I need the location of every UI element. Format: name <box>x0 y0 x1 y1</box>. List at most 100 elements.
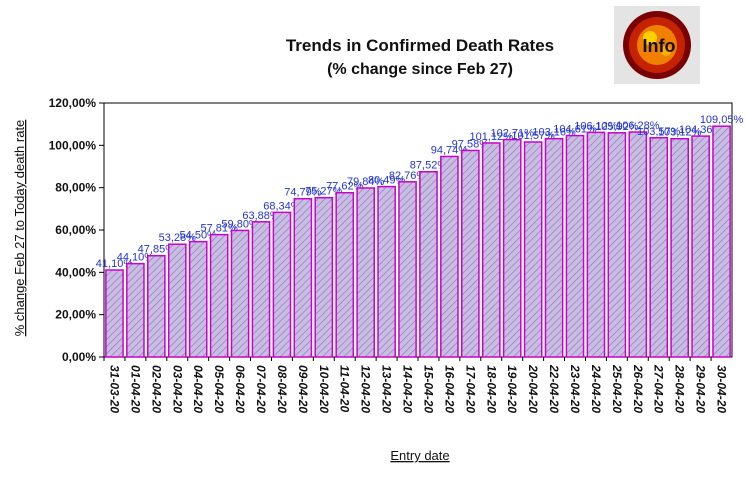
data-label: 106,12% <box>574 120 618 132</box>
data-label: 87,52% <box>410 160 448 172</box>
logo-text: Info <box>643 36 676 56</box>
x-tick-label: 09-04-20 <box>296 365 310 413</box>
x-tick-label: 05-04-20 <box>212 365 226 413</box>
x-tick-label: 23-04-20 <box>568 364 582 413</box>
bar <box>147 254 166 358</box>
bar <box>523 141 543 358</box>
y-tick-label: 40,00% <box>55 265 96 279</box>
bar <box>649 137 669 358</box>
x-axis: 31-03-20 01-04-20 02-04-20 03-04-20 04-04-20… <box>103 357 729 413</box>
bar <box>670 137 689 358</box>
data-label: 41,10% <box>96 258 134 270</box>
bar <box>419 170 438 358</box>
x-tick-label: 10-04-20 <box>317 365 331 413</box>
x-tick-label: 15-04-20 <box>421 365 435 413</box>
y-tick-label: 20,00% <box>55 308 96 322</box>
x-tick-label: 19-04-20 <box>505 365 519 413</box>
data-label: 106,28% <box>616 120 660 132</box>
y-axis-title: % change Feb 27 to Today death rate <box>12 120 27 337</box>
data-label: 75,27% <box>305 186 343 198</box>
bar <box>209 233 229 358</box>
y-axis: 0,00% 20,00% 40,00% 60,00% 80,00% 100,00% 120,… <box>49 96 104 364</box>
data-label: 79,84% <box>347 176 385 188</box>
bar <box>481 142 501 358</box>
data-label: 57,81% <box>200 223 238 235</box>
x-tick-label: 31-03-20 <box>107 365 121 413</box>
bar <box>251 221 271 358</box>
x-axis-title: Entry date <box>390 448 449 463</box>
bar <box>167 243 187 358</box>
plot-area <box>103 102 733 358</box>
x-tick-label: 25-04-20 <box>610 364 624 413</box>
data-label: 103,16% <box>532 127 576 139</box>
x-tick-label: 24-04-20 <box>589 364 603 413</box>
x-tick-label: 06-04-20 <box>233 365 247 413</box>
data-label: 104,36% <box>679 124 723 136</box>
chart-subtitle: (% change since Feb 27) <box>327 61 513 78</box>
data-label: 68,34% <box>263 200 301 212</box>
x-tick-label: 04-04-20 <box>191 365 205 413</box>
data-label: 94,74% <box>431 144 469 156</box>
x-tick-label: 14-04-20 <box>401 365 415 413</box>
bar <box>461 149 480 358</box>
x-tick-label: 26-04-20 <box>631 364 645 413</box>
data-label: 63,88% <box>242 210 280 222</box>
data-label: 47,85% <box>138 244 176 256</box>
data-label: 101,57% <box>511 130 555 142</box>
bar <box>502 138 522 358</box>
x-tick-label: 07-04-20 <box>254 365 268 413</box>
y-tick-label: 80,00% <box>55 181 96 195</box>
bar <box>335 191 355 358</box>
x-tick-label: 18-04-20 <box>484 365 498 413</box>
x-tick-label: 20-04-20 <box>526 364 540 413</box>
y-tick-label: 0,00% <box>62 350 96 364</box>
bar <box>398 181 417 358</box>
data-label: 77,62% <box>326 181 364 193</box>
x-tick-label: 27-04-20 <box>652 364 666 413</box>
x-tick-label: 02-04-20 <box>149 365 163 413</box>
bar <box>607 132 627 358</box>
x-tick-label: 17-04-20 <box>463 365 477 413</box>
x-tick-label: 29-04-20 <box>694 364 708 413</box>
data-label: 44,10% <box>117 252 155 264</box>
x-tick-label: 22-04-20 <box>547 364 561 413</box>
data-label: 54,50% <box>180 230 218 242</box>
bar <box>691 135 710 358</box>
chart-title: Trends in Confirmed Death Rates <box>285 36 555 55</box>
bar <box>105 269 124 358</box>
data-label: 80,49% <box>368 175 406 187</box>
data-label: 105,92% <box>595 121 639 133</box>
x-tick-label: 30-04-20 <box>715 365 729 413</box>
x-tick-label: 03-04-20 <box>170 365 184 413</box>
bar-series: 41,10%44,10%47,85%53,28%54,50%57,81%59,8… <box>96 114 744 358</box>
data-label: 74,79% <box>284 187 322 199</box>
data-label: 109,05% <box>700 114 744 126</box>
bar <box>272 211 292 358</box>
data-label: 104,61% <box>553 124 597 136</box>
bar <box>293 197 313 358</box>
y-tick-label: 60,00% <box>55 223 96 237</box>
y-tick-label: 100,00% <box>49 138 97 152</box>
data-label: 97,58% <box>452 138 490 150</box>
x-tick-label: 28-04-20 <box>673 364 687 413</box>
bar <box>544 137 564 358</box>
data-label: 102,71% <box>490 128 534 140</box>
data-label: 82,76% <box>389 170 427 182</box>
x-tick-label: 01-04-20 <box>128 365 142 413</box>
x-tick-label: 12-04-20 <box>359 365 373 413</box>
data-label: 53,28% <box>159 232 197 244</box>
bar <box>440 155 459 358</box>
bar <box>586 131 606 358</box>
bar <box>377 185 396 358</box>
x-tick-label: 16-04-20 <box>442 365 456 413</box>
globe-logo-icon: Info <box>614 6 700 84</box>
bar <box>188 240 208 358</box>
bar <box>628 131 648 358</box>
bar <box>126 262 145 358</box>
y-tick-label: 120,00% <box>49 96 97 110</box>
data-label: 59,80% <box>221 218 259 230</box>
bar <box>565 134 585 358</box>
bar <box>230 229 250 358</box>
data-label: 103,12% <box>658 127 702 139</box>
